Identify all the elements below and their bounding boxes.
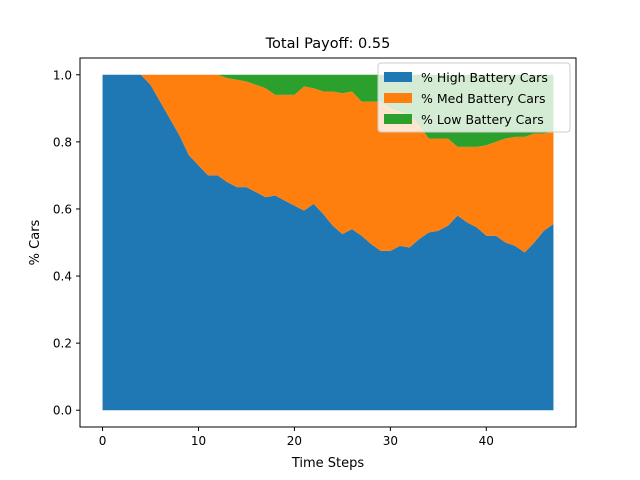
x-tick-label: 0 <box>99 434 107 448</box>
y-tick-label: 0.8 <box>53 135 72 149</box>
legend-swatch <box>384 93 412 103</box>
y-tick-label: 0.2 <box>53 337 72 351</box>
x-axis-label: Time Steps <box>291 456 365 471</box>
plot-frame <box>79 57 577 428</box>
x-tick-label: 10 <box>191 434 206 448</box>
legend-label: % High Battery Cars <box>421 70 548 85</box>
legend-label: % Med Battery Cars <box>421 91 546 106</box>
y-axis-ticks: 0.0 0.2 0.4 0.6 0.8 1.0 <box>53 68 80 418</box>
x-axis-ticks: 0 10 20 30 40 <box>99 427 494 448</box>
y-tick-label: 1.0 <box>53 68 72 82</box>
y-axis-label: % Cars <box>28 219 43 265</box>
legend-swatch <box>384 114 412 124</box>
y-tick-label: 0.6 <box>53 202 72 216</box>
area-series-1 <box>102 74 554 411</box>
y-tick-label: 0.4 <box>53 270 72 284</box>
x-tick-label: 20 <box>287 434 302 448</box>
legend: % High Battery Cars % Med Battery Cars % L… <box>377 62 571 133</box>
x-tick-label: 30 <box>383 434 398 448</box>
legend-swatch <box>384 72 412 82</box>
y-tick-label: 0.0 <box>53 404 72 418</box>
area-series-2 <box>102 74 554 253</box>
x-tick-label: 40 <box>479 434 494 448</box>
legend-box <box>377 62 571 133</box>
legend-label: % Low Battery Cars <box>421 112 544 127</box>
chart-title: Total Payoff: 0.55 <box>265 36 391 52</box>
